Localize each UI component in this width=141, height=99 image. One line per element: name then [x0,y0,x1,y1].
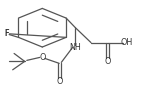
Text: F: F [4,29,9,38]
Text: F: F [4,29,9,38]
Text: O: O [105,57,111,66]
Text: O: O [56,77,62,86]
Text: OH: OH [120,38,132,47]
Text: O: O [39,53,46,62]
Text: NH: NH [70,43,81,51]
